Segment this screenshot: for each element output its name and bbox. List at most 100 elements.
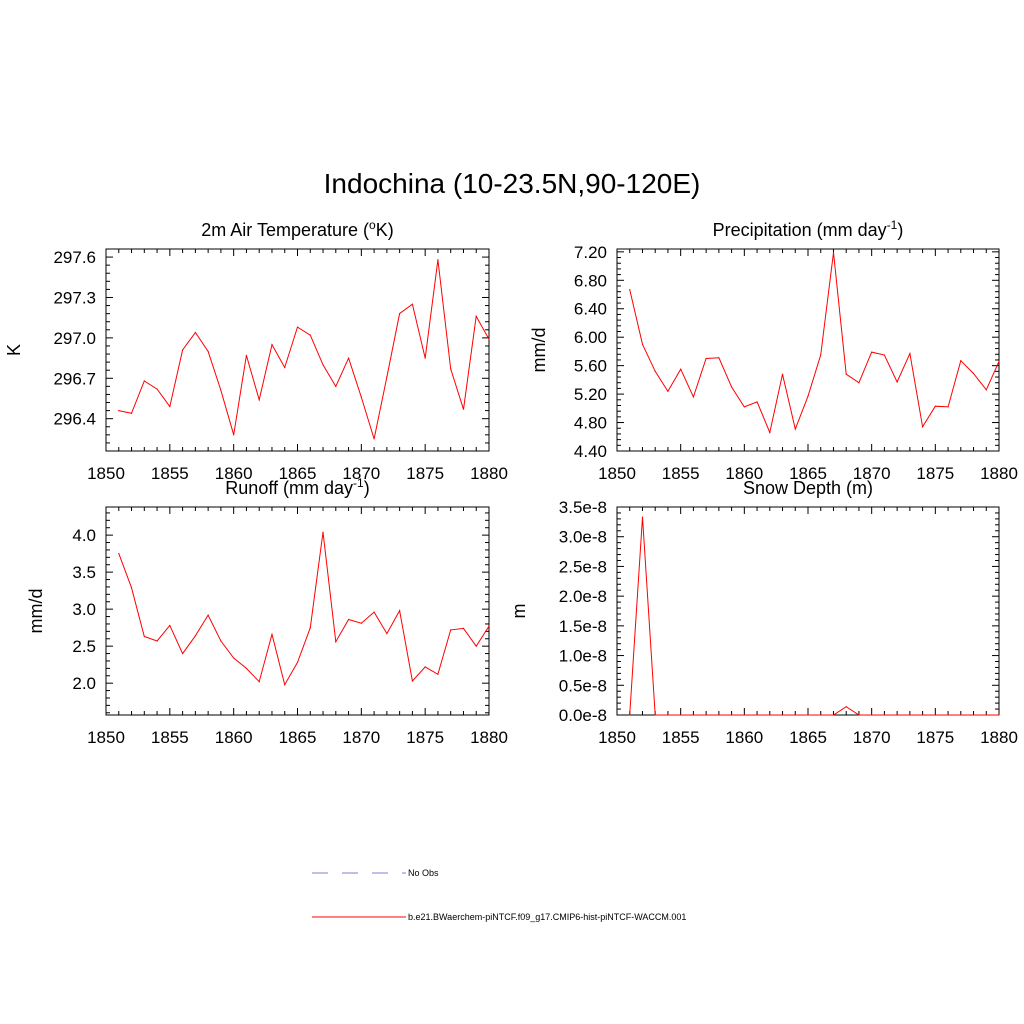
data-point-temperature [245, 354, 248, 356]
x-tick-label-temperature: 1865 [279, 464, 317, 483]
data-point-precipitation [781, 373, 784, 375]
y-tick-label-temperature: 296.7 [53, 369, 96, 388]
data-point-snow-depth [972, 714, 975, 716]
x-tick-label-precipitation: 1870 [853, 464, 891, 483]
panel-runoff: 1850 1855 1860 1865 1870 1875 1880 2.0 2.5 3.0 3.5… [26, 476, 508, 747]
page-title: Indochina (10-23.5N,90-120E) [323, 168, 701, 199]
x-tick-label-runoff: 1875 [406, 728, 444, 747]
data-point-temperature [437, 259, 439, 261]
data-point-precipitation [654, 370, 656, 372]
panel-snow-depth: 1850 1855 1860 1865 1870 1875 1880 0.0e-8 0.5e-8… [509, 478, 1018, 747]
x-tick-label-temperature: 1855 [151, 464, 189, 483]
data-point-temperature [475, 315, 477, 317]
y-tick-label-temperature: 297.3 [53, 288, 96, 307]
y-tick-label-snow-depth: 2.5e-8 [559, 557, 607, 576]
data-point-precipitation [883, 354, 886, 356]
data-point-snow-depth [832, 714, 835, 716]
x-tick-label-precipitation: 1855 [662, 464, 700, 483]
x-tick-label-snow-depth: 1850 [598, 728, 636, 747]
data-point-runoff [437, 673, 439, 675]
y-tick-label-snow-depth: 2.0e-8 [559, 587, 607, 606]
data-point-snow-depth [781, 714, 784, 716]
panel-temperature: 1850 1855 1860 1865 1870 1875 1880 296.4 296.7 29… [4, 218, 508, 483]
data-point-precipitation [807, 395, 809, 397]
y-tick-label-runoff: 2.5 [72, 637, 96, 656]
data-point-temperature [207, 350, 209, 352]
data-point-runoff [143, 635, 145, 638]
data-point-precipitation [896, 381, 898, 383]
data-point-snow-depth [667, 714, 669, 716]
y-tick-label-snow-depth: 3.0e-8 [559, 528, 607, 547]
data-point-snow-depth [998, 714, 1000, 716]
data-point-temperature [233, 434, 235, 436]
data-point-snow-depth [960, 714, 962, 716]
y-tick-label-runoff: 3.5 [72, 563, 96, 582]
data-point-runoff [207, 614, 209, 616]
data-point-snow-depth [756, 714, 758, 716]
data-point-snow-depth [858, 714, 860, 716]
data-point-precipitation [845, 373, 847, 375]
data-point-runoff [335, 641, 337, 643]
x-tick-label-runoff: 1865 [279, 728, 317, 747]
data-point-precipitation [909, 352, 911, 355]
plot-frame-snow-depth [616, 506, 1000, 716]
data-point-runoff [450, 629, 452, 631]
data-point-temperature [335, 385, 337, 387]
data-point-precipitation [629, 288, 631, 291]
series-line-snow-depth [629, 517, 999, 716]
data-point-temperature [258, 399, 260, 401]
x-tick-label-temperature: 1860 [215, 464, 253, 483]
series-line-temperature [118, 259, 490, 440]
data-point-runoff [118, 553, 120, 555]
data-point-snow-depth [985, 714, 987, 716]
y-tick-label-temperature: 297.0 [53, 329, 96, 348]
data-point-snow-depth [845, 706, 847, 708]
data-point-runoff [373, 611, 375, 613]
data-point-precipitation [922, 426, 924, 428]
data-point-temperature [296, 326, 299, 328]
x-tick-label-snow-depth: 1860 [725, 728, 763, 747]
y-axis-label-precipitation: mm/d [529, 328, 549, 373]
data-point-snow-depth [731, 714, 733, 716]
data-point-temperature [220, 389, 222, 391]
data-point-temperature [386, 376, 388, 378]
x-tick-label-precipitation: 1860 [725, 464, 763, 483]
data-point-temperature [271, 344, 273, 346]
data-point-runoff [488, 625, 490, 627]
data-point-runoff [271, 633, 273, 635]
data-point-runoff [245, 667, 248, 669]
y-tick-label-temperature: 296.4 [53, 410, 96, 429]
data-point-runoff [284, 684, 286, 686]
x-tick-label-temperature: 1875 [406, 464, 444, 483]
data-point-runoff [182, 652, 184, 655]
data-point-precipitation [871, 351, 873, 353]
data-point-snow-depth [896, 714, 898, 716]
x-tick-label-runoff: 1860 [215, 728, 253, 747]
x-tick-label-runoff: 1850 [87, 728, 125, 747]
data-point-temperature [360, 396, 362, 398]
data-point-precipitation [641, 343, 644, 345]
y-tick-label-snow-depth: 0.5e-8 [559, 676, 607, 695]
data-point-runoff [360, 622, 362, 624]
panel-title-snow-depth: Snow Depth (m) [743, 478, 873, 498]
data-point-temperature [309, 334, 311, 336]
data-point-temperature [373, 438, 375, 440]
data-point-temperature [130, 412, 133, 414]
data-point-precipitation [667, 390, 669, 392]
data-point-temperature [488, 338, 490, 340]
data-point-precipitation [769, 431, 771, 434]
y-tick-label-precipitation: 6.40 [574, 300, 607, 319]
data-point-runoff [233, 657, 235, 659]
data-point-snow-depth [654, 714, 656, 716]
data-point-temperature [182, 349, 184, 351]
data-point-snow-depth [718, 714, 720, 716]
y-tick-label-snow-depth: 1.0e-8 [559, 647, 607, 666]
data-point-temperature [450, 368, 452, 370]
panel-title-precipitation: Precipitation (mm day-1) [713, 218, 904, 240]
y-axis-label-runoff: mm/d [26, 589, 46, 634]
data-point-runoff [411, 680, 413, 682]
x-tick-label-snow-depth: 1865 [789, 728, 827, 747]
data-point-temperature [118, 410, 120, 412]
data-point-runoff [130, 587, 133, 589]
data-point-precipitation [998, 360, 1000, 362]
